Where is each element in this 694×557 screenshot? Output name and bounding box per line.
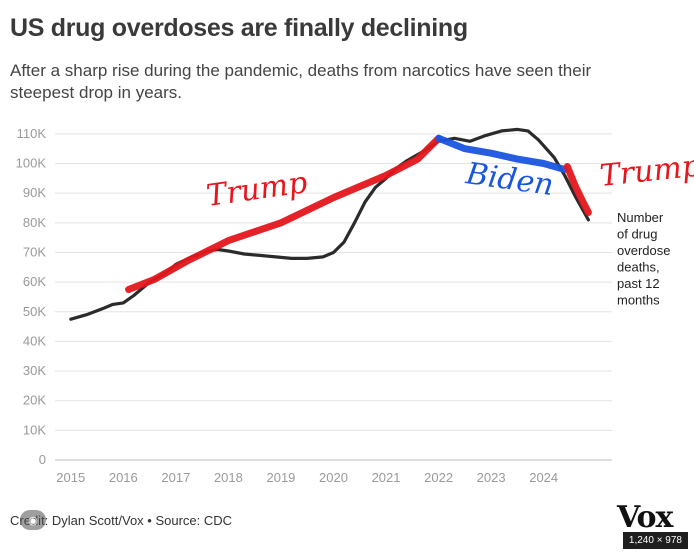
y-tick-label: 80K <box>23 215 46 230</box>
y-tick-label: 70K <box>23 244 46 259</box>
series-label-line: Number <box>617 210 664 225</box>
annotation-label-trump: Trump <box>598 149 694 194</box>
image-dimensions-badge: 1,240 × 978 <box>622 532 688 549</box>
y-tick-label: 30K <box>23 363 46 378</box>
x-tick-label: 2020 <box>319 470 348 485</box>
series-label-line: overdose <box>617 243 670 258</box>
series-label-line: of drug <box>617 227 657 242</box>
vox-logo: Vox <box>617 500 673 535</box>
annotation-stroke-biden-1 <box>435 134 569 173</box>
y-tick-label: 50K <box>23 304 46 319</box>
page-title: US drug overdoses are finally declining <box>10 14 468 42</box>
x-tick-label: 2022 <box>424 470 453 485</box>
page-subtitle: After a sharp rise during the pandemic, … <box>10 61 592 102</box>
x-tick-label: 2015 <box>56 470 85 485</box>
x-tick-label: 2024 <box>529 470 558 485</box>
x-tick-label: 2019 <box>266 470 295 485</box>
x-tick-label: 2016 <box>109 470 138 485</box>
y-tick-label: 110K <box>17 126 47 141</box>
series-label-line: past 12 <box>617 276 660 291</box>
annotation-stroke-trump-0 <box>125 134 443 293</box>
annotation-stroke-trump-2 <box>563 163 592 216</box>
x-tick-label: 2023 <box>477 470 506 485</box>
lens-icon[interactable]: ◉ <box>20 510 46 530</box>
annotation-label-trump: Trump <box>204 165 309 214</box>
y-tick-label: 0 <box>39 452 46 467</box>
y-tick-label: 60K <box>23 274 46 289</box>
credit-source: Credit: Dylan Scott/Vox • Source: CDC <box>10 513 233 528</box>
y-tick-label: 90K <box>23 185 46 200</box>
x-tick-label: 2018 <box>214 470 243 485</box>
x-tick-label: 2017 <box>161 470 190 485</box>
series-label-line: deaths, <box>617 260 660 275</box>
y-tick-label: 40K <box>23 333 46 348</box>
x-tick-label: 2021 <box>372 470 401 485</box>
y-tick-label: 100K <box>16 156 47 171</box>
y-tick-label: 20K <box>23 393 46 408</box>
series-label-line: months <box>617 293 660 308</box>
y-tick-label: 10K <box>23 422 46 437</box>
